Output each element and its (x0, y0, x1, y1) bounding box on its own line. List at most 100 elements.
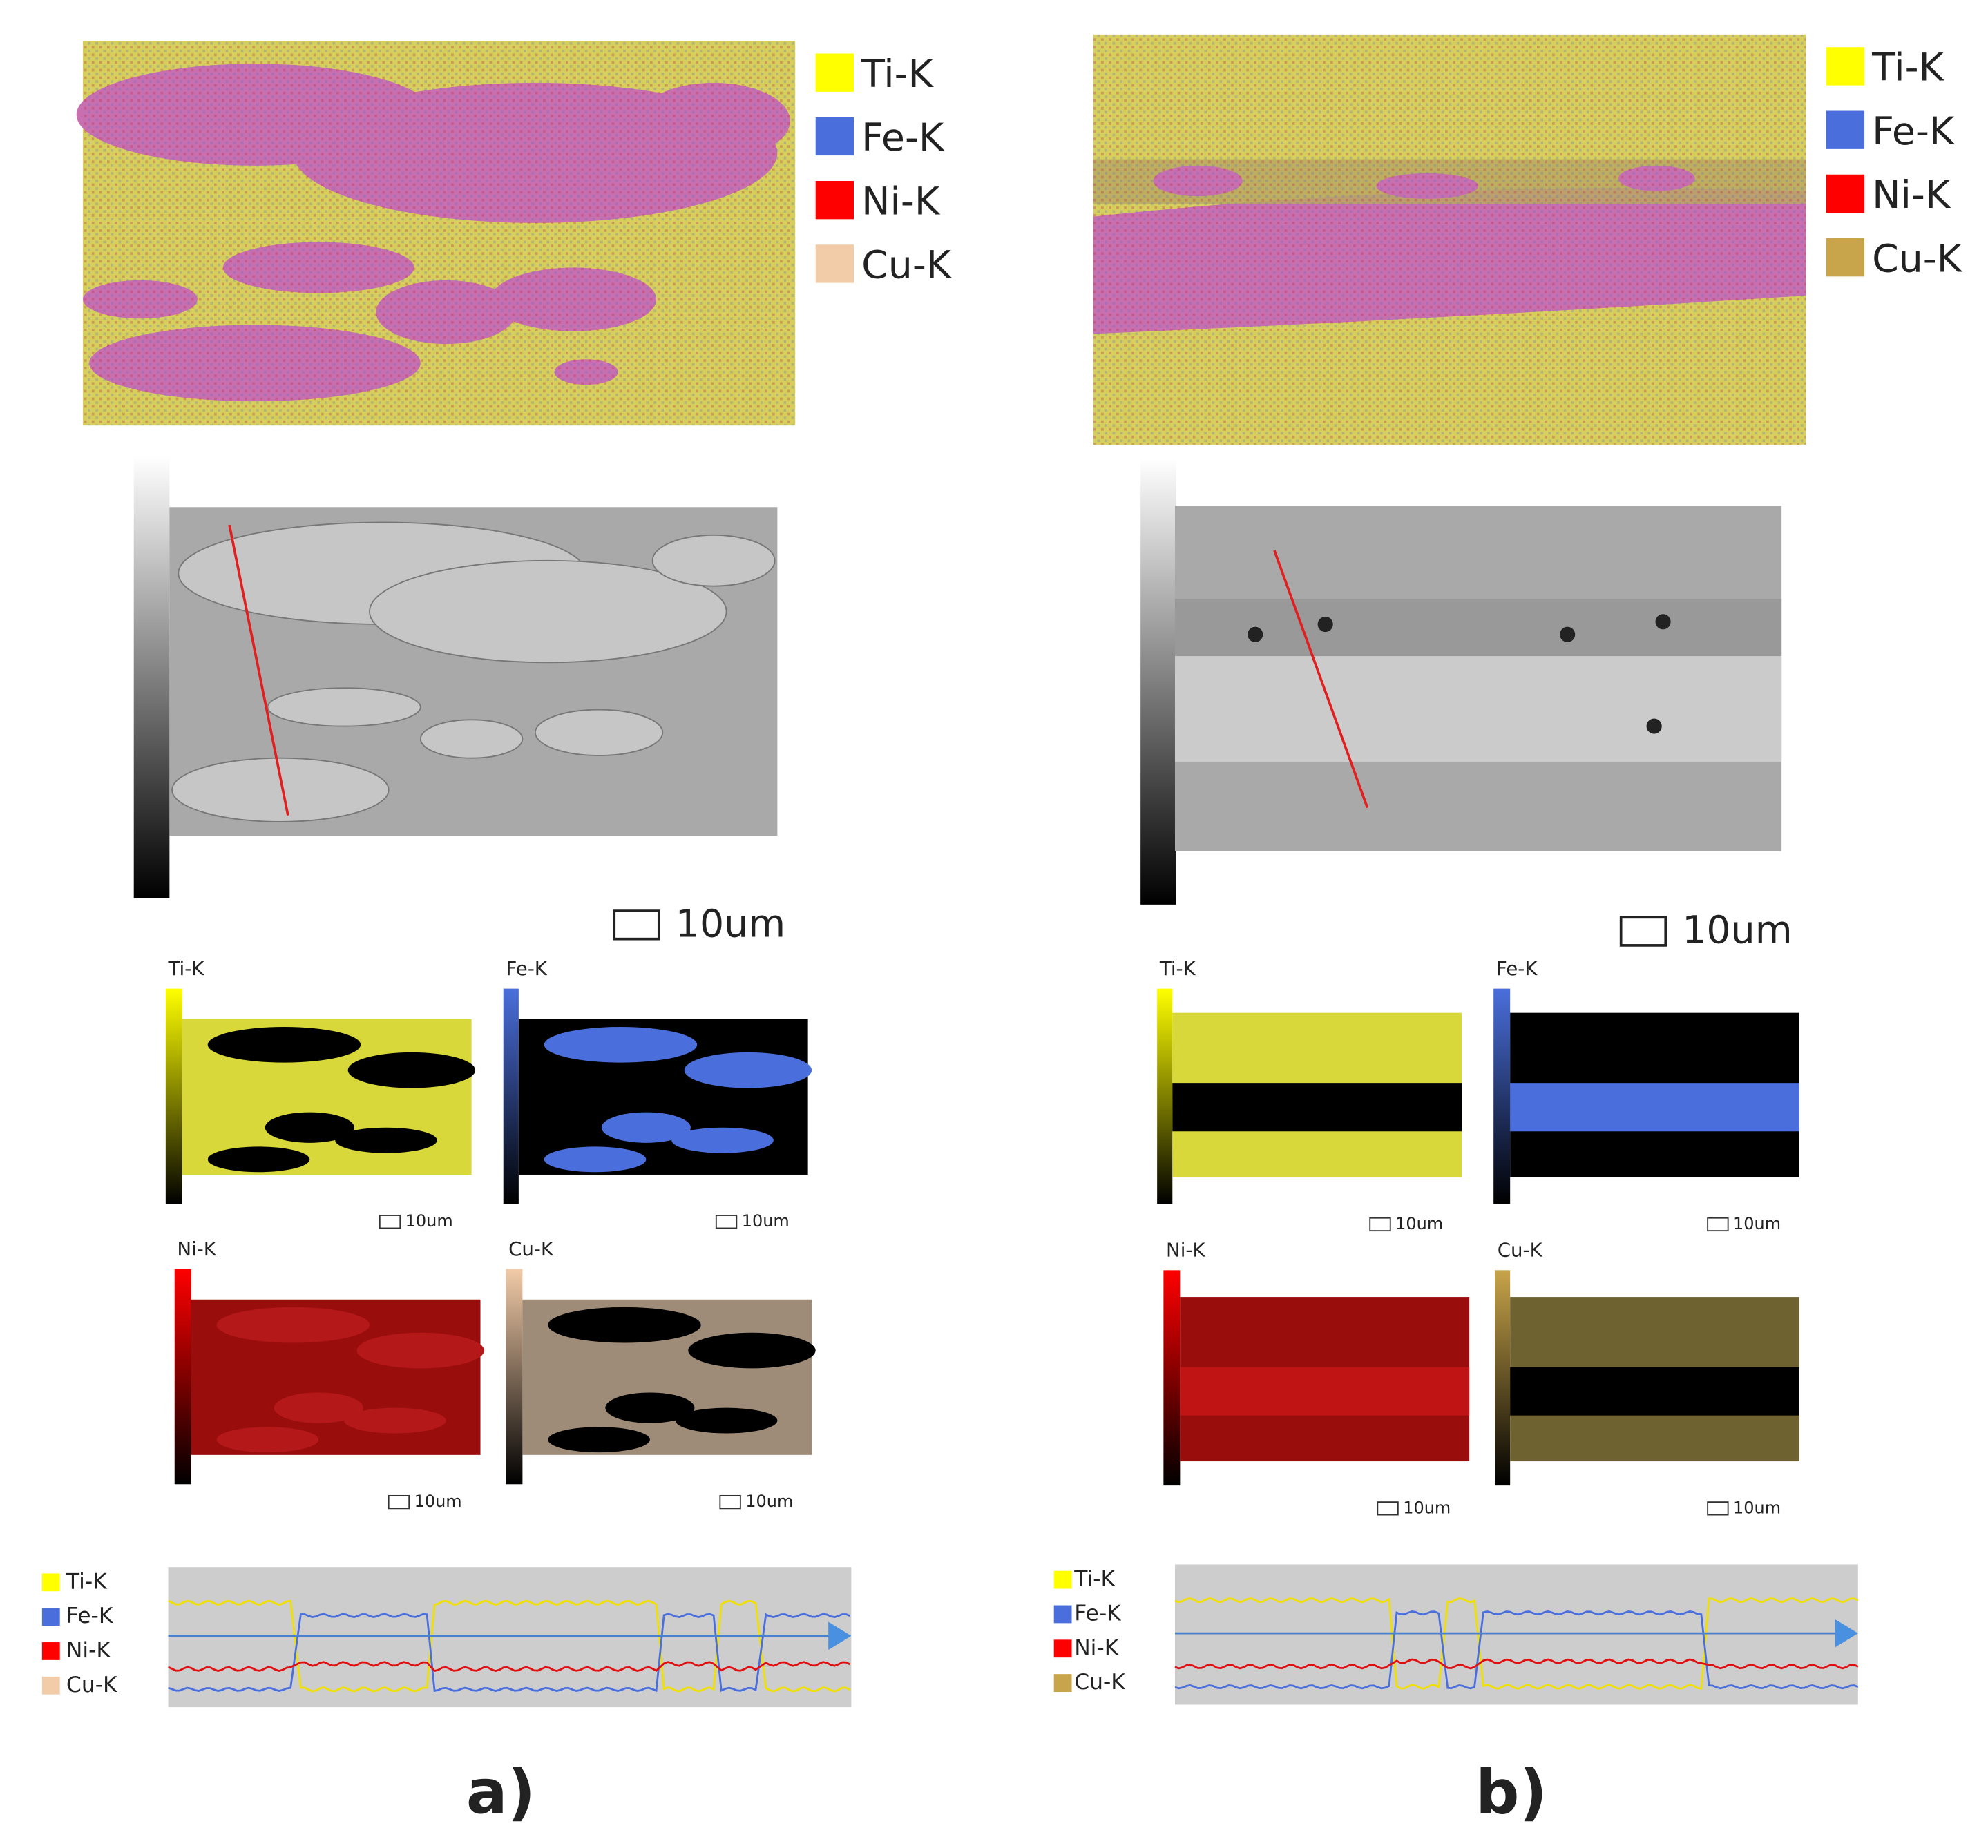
scale-label: 10um (1682, 909, 1792, 953)
sem-layer (1174, 599, 1782, 657)
map-region (344, 1407, 446, 1434)
gray-scale-bar (1140, 459, 1176, 905)
map-band (1510, 1367, 1799, 1416)
map-scale-label: 10um (1403, 1498, 1451, 1517)
map-band (1510, 1083, 1799, 1132)
map-region (548, 1427, 650, 1453)
sem-phase (171, 757, 390, 822)
map-region (548, 1307, 701, 1343)
map-scale-box (388, 1494, 410, 1510)
sem-phase (651, 534, 776, 587)
map-region (216, 1427, 319, 1453)
map-region (207, 1026, 361, 1063)
linescan-label: Ti-K (66, 1569, 108, 1594)
map-region (675, 1407, 778, 1434)
scan-arrowhead (1835, 1619, 1858, 1648)
map-region (335, 1127, 437, 1153)
map-colorbar (1493, 988, 1511, 1204)
legend-swatch (1826, 174, 1865, 213)
legend-swatch (815, 53, 854, 92)
gray-scale-bar (133, 456, 170, 898)
linescan-image (168, 1567, 852, 1708)
sem-phase (534, 709, 664, 756)
map-colorbar (503, 988, 519, 1204)
map-scale-label: 10um (745, 1492, 793, 1511)
linescan-label: Ti-K (1073, 1567, 1116, 1592)
linescan-label: Cu-K (1074, 1670, 1126, 1695)
ni-profile (167, 1661, 851, 1673)
map-region (274, 1392, 363, 1423)
map-label: Cu-K (508, 1238, 554, 1260)
linescan-swatch (1053, 1570, 1072, 1589)
legend-label: Cu-K (861, 244, 953, 288)
map-label: Fe-K (506, 957, 547, 980)
map-scale-label: 10um (1395, 1214, 1443, 1233)
legend-label: Ni-K (861, 180, 941, 224)
panel: Ti-K Fe-K Ni-K Cu-K 10um Ti-K 10um Fe-K 10um Ni-K… (41, 41, 953, 1828)
linescan-swatch (1053, 1674, 1072, 1692)
map-region (347, 1052, 476, 1088)
legend-label: Fe-K (1872, 110, 1956, 154)
legend-swatch (1826, 47, 1865, 86)
map-region (605, 1392, 695, 1423)
map-colorbar (165, 988, 182, 1204)
map-band (1172, 1083, 1462, 1132)
sem-layer (1174, 656, 1782, 762)
map-region (544, 1026, 698, 1063)
legend-label: Fe-K (861, 116, 945, 160)
ti-profile (167, 1599, 851, 1693)
map-label: Ti-K (168, 957, 205, 980)
map-region (544, 1146, 647, 1173)
legend-swatch (1826, 238, 1865, 277)
scan-arrowhead (828, 1621, 852, 1650)
linescan-label: Ni-K (66, 1638, 111, 1663)
scale-label: 10um (676, 902, 785, 946)
linescan-swatch (41, 1642, 60, 1660)
map-label: Fe-K (1496, 957, 1538, 980)
map-scale-box (1707, 1217, 1729, 1232)
linescan-swatch (1053, 1639, 1072, 1658)
sem-phase (419, 719, 524, 759)
legend-label: Ti-K (1871, 46, 1944, 90)
map-colorbar (1163, 1270, 1181, 1486)
map-scale-label: 10um (742, 1211, 790, 1231)
scan-line (1273, 550, 1369, 809)
fe-profile (1174, 1610, 1859, 1690)
map-noise (1093, 34, 1806, 445)
map-label: Ti-K (1159, 957, 1196, 980)
scan-line (228, 524, 289, 816)
map-colorbar (506, 1269, 523, 1485)
map-region (356, 1332, 485, 1369)
linescan-swatch (41, 1573, 60, 1592)
map-band (1180, 1367, 1470, 1416)
map-region (265, 1112, 354, 1143)
linescan-swatch (41, 1608, 60, 1626)
scale-box (613, 909, 660, 941)
map-scale-box (719, 1494, 741, 1510)
legend-swatch (815, 117, 854, 156)
linescan-label: Ni-K (1074, 1635, 1119, 1660)
map-scale-box (1369, 1217, 1391, 1232)
panel-label: a) (466, 1757, 535, 1828)
legend-swatch (815, 244, 854, 283)
map-label: Ni-K (1166, 1239, 1205, 1262)
map-region (207, 1146, 310, 1173)
sem-pore (1560, 626, 1576, 642)
map-colorbar (174, 1269, 191, 1485)
sem-pore (1655, 614, 1671, 630)
legend-label: Cu-K (1872, 237, 1963, 281)
map-scale-label: 10um (1733, 1214, 1781, 1233)
ni-profile (1174, 1658, 1859, 1670)
map-scale-box (1707, 1501, 1729, 1516)
sem-pore (1317, 616, 1333, 633)
map-scale-box (715, 1215, 738, 1229)
linescan-label: Fe-K (1074, 1601, 1122, 1626)
linescan-swatch (41, 1676, 60, 1695)
legend-swatch (815, 180, 854, 220)
legend-label: Ni-K (1872, 173, 1951, 218)
linescan-label: Cu-K (66, 1673, 118, 1697)
fe-profile (168, 1613, 851, 1693)
panel-label: b) (1475, 1757, 1547, 1828)
